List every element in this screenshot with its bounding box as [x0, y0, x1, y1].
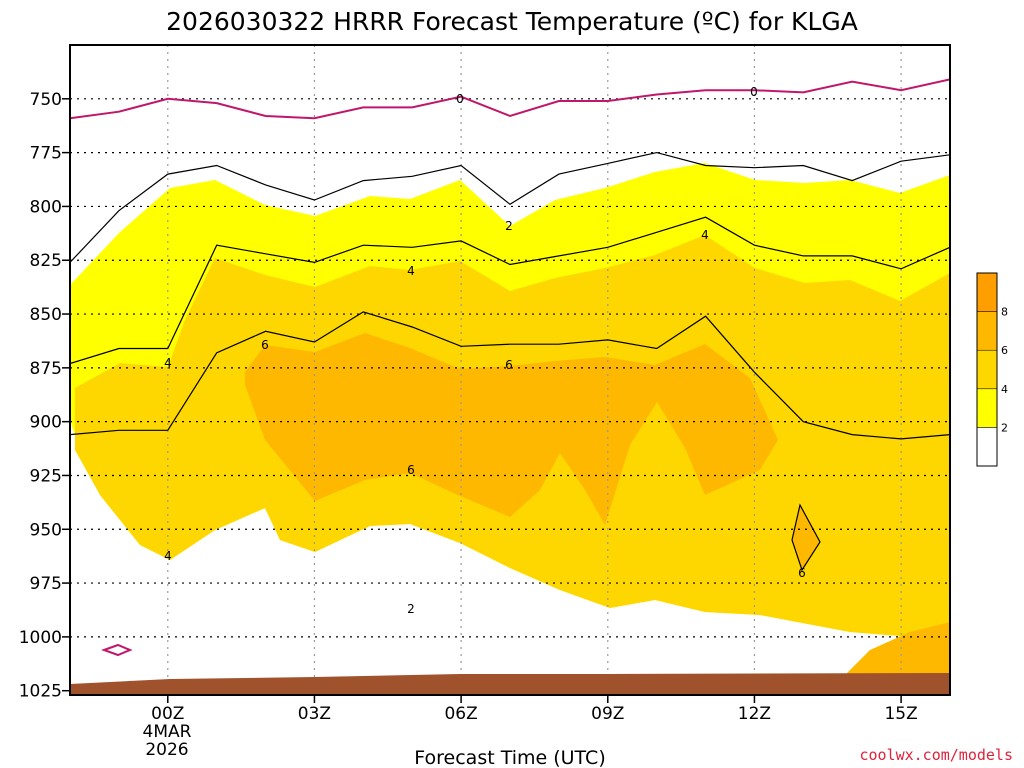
terrain-surface: [70, 673, 950, 695]
colorbar-label-4: 4: [1001, 383, 1008, 396]
x-tick-label-06Z: 06Z: [444, 704, 477, 724]
y-tick-label-925: 925: [30, 466, 62, 486]
x-tick-label-09Z: 09Z: [591, 704, 624, 724]
white-low-patch: [70, 560, 530, 690]
band-6-to-8C: [245, 333, 778, 525]
contour-lines: [70, 78, 950, 657]
colorbar-frame: [976, 272, 998, 467]
colorbar-label-6: 6: [1001, 344, 1008, 357]
contour-label-6: 6: [261, 338, 269, 352]
band-6-to-8C-small: [792, 505, 820, 570]
contour-label-4: 4: [407, 264, 415, 278]
colorbar-label-8: 8: [1001, 306, 1008, 319]
x-tick-label-03Z: 03Z: [298, 704, 331, 724]
contour-label-2: 2: [505, 219, 513, 233]
y-tick-label-950: 950: [30, 520, 62, 540]
contour-label-6: 6: [798, 566, 806, 580]
x-tick-label-12Z: 12Z: [738, 704, 771, 724]
surface-warm-patch: [840, 622, 950, 680]
contour-label-0: 0: [456, 92, 464, 106]
x-axis-ticks: 00Z 03Z 06Z 09Z 12Z 15Z: [151, 695, 918, 724]
contour-line-0C-patch: [101, 643, 133, 657]
x-tick-label-00Z: 00Z: [151, 704, 184, 724]
colorbar-swatch: [976, 311, 998, 351]
x-tick-label-15Z: 15Z: [884, 704, 917, 724]
contour-line-6C: [70, 311, 950, 440]
y-tick-label-1025: 1025: [19, 682, 62, 702]
colorbar-swatch: [976, 272, 998, 312]
x-axis-title: Forecast Time (UTC): [414, 747, 605, 768]
y-tick-label-1000: 1000: [19, 628, 62, 648]
contour-value-labels: 0 0 2 4 4 4 4 6 6 6 6 2: [164, 85, 806, 616]
colorbar-swatch: [976, 349, 998, 390]
contour-label-0: 0: [750, 85, 758, 99]
contour-label-2: 2: [407, 602, 415, 616]
contour-line-4C: [70, 216, 950, 365]
colorbar-swatch: [976, 388, 998, 428]
y-tick-label-900: 900: [30, 413, 62, 433]
contour-label-6: 6: [407, 463, 415, 477]
contour-label-4: 4: [701, 228, 709, 242]
y-tick-label-850: 850: [30, 305, 62, 325]
colorbar-swatch: [976, 427, 998, 467]
y-tick-label-875: 875: [30, 359, 62, 379]
contour-line-6C-pocket: [791, 503, 821, 572]
colorbar-label-2: 2: [1001, 421, 1008, 434]
x-axis-sub-month: 4MAR: [143, 722, 192, 742]
x-axis-sub-year: 2026: [145, 740, 188, 760]
y-tick-label-775: 775: [30, 144, 62, 164]
contour-label-6: 6: [505, 358, 513, 372]
y-tick-label-750: 750: [30, 90, 62, 110]
y-axis-ticks: 750 775 800 825 850 875 900 925 950 975 1000 1025: [19, 90, 70, 702]
contour-label-4: 4: [164, 549, 172, 563]
chart-title: 2026030322 HRRR Forecast Temperature (ºC…: [166, 7, 858, 36]
y-tick-label-975: 975: [30, 574, 62, 594]
contour-line-0C: [70, 78, 950, 120]
colorbar: 2 4 6 8: [976, 272, 1008, 467]
plot-frame: [69, 44, 951, 696]
y-tick-label-800: 800: [30, 197, 62, 217]
y-tick-label-825: 825: [30, 251, 62, 271]
site-credit[interactable]: coolwx.com/models: [859, 746, 1013, 764]
contour-label-4: 4: [164, 356, 172, 370]
temperature-filled-contours: [70, 45, 950, 695]
contour-line-2C: [70, 151, 950, 263]
